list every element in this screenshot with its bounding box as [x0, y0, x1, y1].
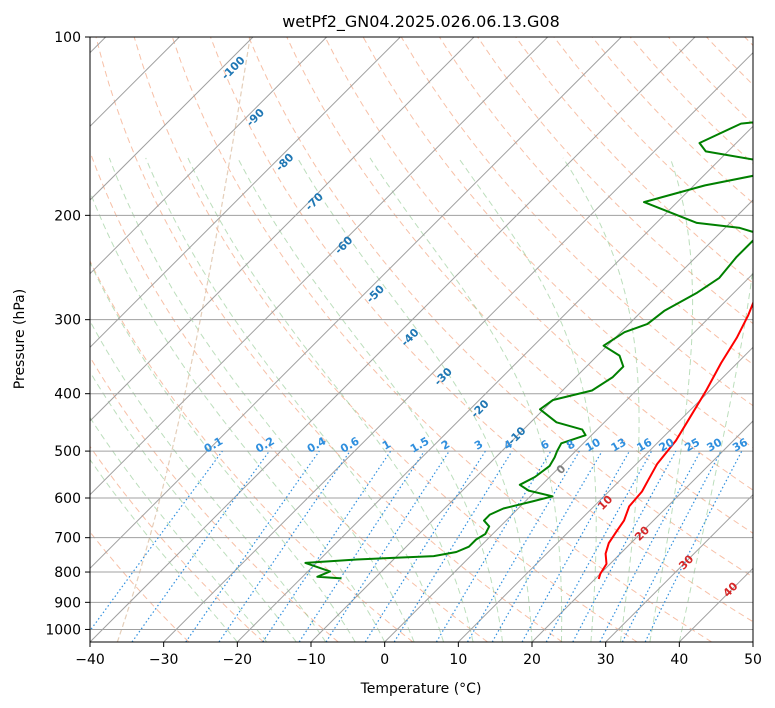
mixing-ratio-line: [298, 450, 425, 642]
moist-adiabat: [90, 370, 297, 642]
isotherm: [163, 51, 753, 642]
isotherm: [457, 346, 753, 642]
x-tick-label: 20: [523, 652, 541, 668]
isotherm: [90, 37, 475, 422]
x-tick-label: −30: [149, 652, 179, 668]
dewpoint-profile: [304, 121, 753, 580]
isotherm: [90, 37, 328, 275]
reference-curve: [116, 37, 251, 642]
dry-adiabat: [90, 445, 264, 642]
dry-adiabat: [95, 37, 563, 642]
dry-adiabat: [248, 37, 753, 578]
dry-adiabat: [286, 37, 753, 534]
moist-adiabat: [369, 157, 563, 642]
mixing-ratio-line: [325, 450, 450, 642]
x-tick-label: −10: [296, 652, 326, 668]
y-tick-label: 900: [54, 595, 81, 611]
isotherm: [236, 125, 753, 642]
grid: [90, 37, 753, 642]
x-axis-label: Temperature (°C): [360, 681, 482, 697]
y-axis: 100 200 300 400 500 600 700 800 900 1000: [45, 30, 90, 638]
y-axis-label: Pressure (hPa): [12, 289, 28, 389]
moist-adiabat: [458, 157, 597, 642]
plot-frame: [89, 36, 754, 643]
x-axis: −40 −30 −20 −10 0 10 20 30 40 50: [75, 642, 762, 668]
isotherm: [90, 37, 696, 642]
x-tick-label: 0: [380, 652, 389, 668]
isotherm: [90, 37, 622, 570]
mixing-ratio-line: [572, 450, 677, 642]
moist-adiabat: [296, 157, 533, 642]
mixing-ratio-line: [262, 450, 392, 642]
dry-adiabat: [133, 37, 638, 642]
dry-adiabat: [210, 37, 753, 623]
y-tick-label: 600: [54, 491, 81, 507]
x-tick-label: −20: [223, 652, 253, 668]
mixing-ratio-line: [90, 450, 223, 632]
dry-adiabat: [324, 37, 753, 491]
x-tick-label: 30: [597, 652, 615, 668]
x-tick-label: −40: [75, 652, 105, 668]
x-tick-label: 40: [670, 652, 688, 668]
y-tick-label: 100: [54, 30, 81, 46]
temperature-profile: [597, 300, 753, 580]
y-tick-label: 500: [54, 444, 81, 460]
mixing-ratio-line: [393, 450, 513, 642]
x-tick-label: 50: [744, 652, 762, 668]
isotherm: [384, 272, 753, 642]
y-tick-label: 1000: [45, 622, 81, 638]
mixing-ratio-line: [644, 450, 743, 642]
isotherm: [531, 420, 753, 642]
mixing-ratio-line: [521, 450, 631, 642]
dry-adiabat: [171, 37, 712, 642]
isotherm: [605, 493, 753, 642]
y-tick-label: 700: [54, 531, 81, 547]
chart-title: wetPf2_GN04.2025.026.06.13.G08: [282, 12, 560, 32]
isotherm: [90, 37, 401, 349]
y-tick-label: 200: [54, 208, 81, 224]
mixing-ratio-line: [185, 450, 320, 642]
y-tick-label: 400: [54, 387, 81, 403]
y-tick-label: 800: [54, 565, 81, 581]
y-tick-label: 300: [54, 313, 81, 329]
dry-adiabat: [90, 356, 339, 642]
mixing-ratio-line: [218, 450, 351, 642]
dry-adiabat: [90, 259, 414, 642]
isotherm: [90, 37, 549, 496]
x-tick-label: 10: [449, 652, 467, 668]
mixing-ratio-line: [545, 450, 653, 642]
series-layer: [304, 121, 753, 580]
dry-adiabat: [515, 37, 753, 284]
isotherm: [90, 37, 254, 201]
mixing-ratio-line: [131, 450, 270, 642]
moist-adiabat: [90, 320, 327, 642]
moist-adiabat: [90, 261, 356, 642]
